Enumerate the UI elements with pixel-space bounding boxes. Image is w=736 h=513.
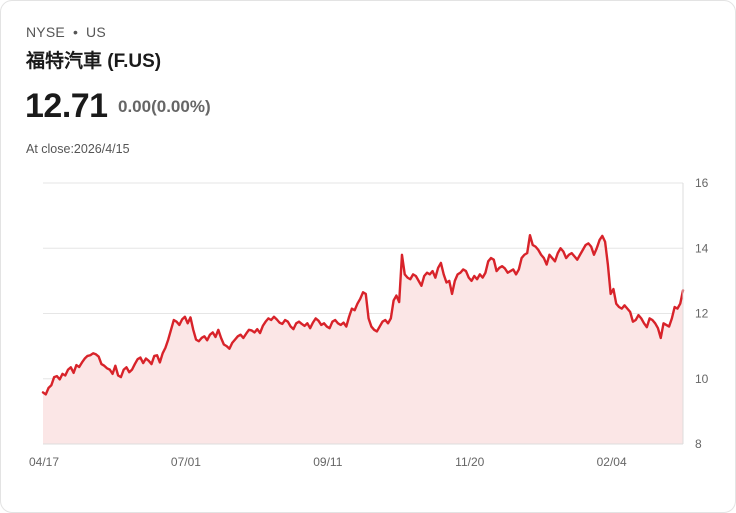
y-tick-label: 14 [695,241,709,255]
price-change: 0.00(0.00%) [118,97,211,116]
stock-title: 福特汽車 (F.US) [26,51,162,72]
x-tick-label: 02/04 [597,455,627,469]
x-tick-label: 04/17 [29,455,59,469]
y-tick-label: 16 [695,176,709,190]
y-tick-label: 10 [695,372,709,386]
x-tick-label: 11/20 [455,455,484,469]
close-time: At close:2026/4/15 [26,142,130,156]
exchange-name: NYSE [26,24,65,40]
x-axis-ticks: 04/17 07/01 09/11 11/20 02/04 [29,455,627,469]
separator-dot: • [72,24,79,40]
y-axis-ticks: 16 14 12 10 8 [695,176,709,451]
price-area-fill [43,235,683,444]
x-tick-label: 07/01 [171,455,201,469]
y-tick-label: 12 [695,307,709,321]
exchange-line: NYSE • US [26,24,106,40]
price-line[interactable] [41,234,685,396]
y-tick-label: 8 [695,437,702,451]
market-name: US [86,24,106,40]
x-tick-label: 09/11 [313,455,342,469]
current-price: 12.71 [25,87,108,125]
